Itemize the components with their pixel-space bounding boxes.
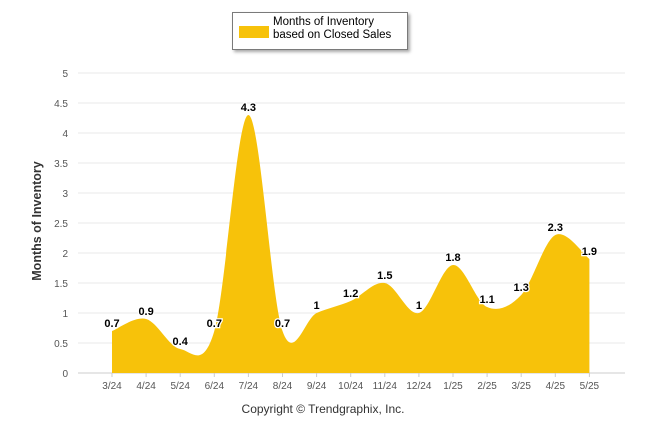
data-label: 1.9: [582, 246, 597, 258]
data-label: 0.4: [173, 336, 189, 348]
copyright-text: Copyright © Trendgraphix, Inc.: [241, 402, 405, 416]
x-tick-label: 8/24: [273, 381, 293, 392]
x-tick-label: 7/24: [239, 381, 259, 392]
data-label: 4.3: [241, 102, 256, 114]
y-tick-label: 4: [62, 129, 68, 140]
x-tick-label: 5/24: [170, 381, 190, 392]
x-tick-label: 11/24: [373, 381, 398, 392]
x-tick-label: 1/25: [443, 381, 463, 392]
y-tick-label: 4.5: [54, 99, 68, 110]
x-tick-label: 3/25: [511, 381, 531, 392]
data-label: 1: [314, 300, 320, 312]
x-tick-label: 12/24: [406, 381, 431, 392]
chart-legend: Months of Inventory based on Closed Sale…: [232, 12, 408, 50]
x-tick-label: 3/24: [102, 381, 122, 392]
x-tick-label: 5/25: [580, 381, 600, 392]
data-label: 0.7: [104, 318, 119, 330]
y-tick-label: 1.5: [54, 279, 68, 290]
data-label: 1.3: [514, 282, 529, 294]
legend-swatch: [239, 26, 269, 38]
y-tick-label: 3.5: [54, 159, 68, 170]
x-tick-label: 4/24: [136, 381, 156, 392]
x-tick-label: 9/24: [307, 381, 327, 392]
data-label: 0.9: [138, 306, 153, 318]
data-label: 1.1: [479, 294, 494, 306]
x-tick-label: 2/25: [477, 381, 497, 392]
y-tick-label: 5: [62, 69, 68, 80]
data-label: 1.5: [377, 270, 392, 282]
data-label: 0.7: [275, 318, 290, 330]
y-tick-label: 3: [62, 189, 68, 200]
data-label: 1.8: [445, 252, 460, 264]
area-series: [112, 115, 590, 373]
y-tick-label: 2.5: [54, 219, 68, 230]
y-tick-label: 1: [62, 309, 68, 320]
data-label: 1: [416, 300, 422, 312]
x-tick-label: 6/24: [205, 381, 225, 392]
x-tick-label: 4/25: [546, 381, 566, 392]
y-tick-label: 2: [62, 249, 68, 260]
data-label: 1.2: [343, 288, 358, 300]
data-label: 0.7: [207, 318, 222, 330]
legend-label: Months of Inventory based on Closed Sale…: [273, 16, 392, 41]
data-label: 2.3: [548, 222, 563, 234]
x-tick-label: 10/24: [338, 381, 363, 392]
y-tick-label: 0: [62, 369, 68, 380]
y-tick-label: 0.5: [54, 339, 68, 350]
y-axis-title: Months of Inventory: [30, 161, 44, 281]
